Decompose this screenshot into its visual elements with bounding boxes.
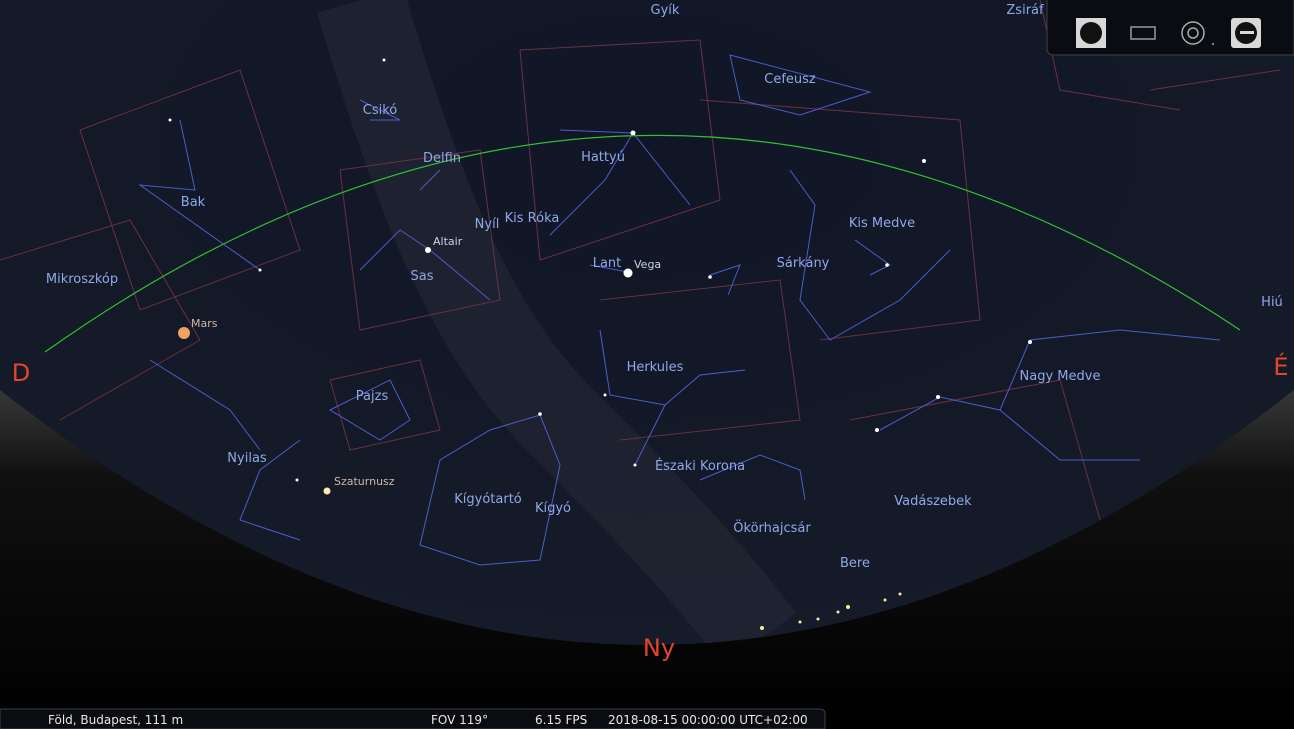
- constellation-label: Kis Medve: [849, 216, 915, 231]
- fps: 6.15 FPS: [535, 713, 587, 727]
- constellation-label: Ökörhajcsár: [733, 519, 811, 536]
- constellation-label: Zsiráf: [1006, 3, 1044, 18]
- location: Föld, Budapest, 111 m: [48, 713, 183, 727]
- toolbar: [1047, 0, 1294, 55]
- constellation-label: Nagy Medve: [1020, 369, 1101, 384]
- constellation-label: Sárkány: [777, 256, 830, 271]
- constellation-label: Hiú: [1261, 295, 1283, 310]
- constellation-label: Hattyú: [581, 150, 625, 165]
- toolbar-button[interactable]: [1076, 18, 1106, 48]
- planet-label: Mars: [191, 317, 218, 330]
- constellation-label: Kis Róka: [505, 211, 560, 226]
- status-bar: Föld, Budapest, 111 m FOV 119° 6.15 FPS …: [0, 709, 825, 729]
- constellation-label: Mikroszkóp: [46, 272, 118, 287]
- star-label: Altair: [433, 235, 463, 248]
- planet-label: Szaturnusz: [334, 475, 395, 488]
- constellation-label: Pajzs: [356, 389, 389, 404]
- constellation-label: Bak: [181, 195, 206, 210]
- toolbar-button[interactable]: [1231, 18, 1261, 48]
- constellation-label: Vadászebek: [894, 494, 972, 509]
- constellation-label: Nyilas: [227, 451, 267, 466]
- constellation-label: Herkules: [627, 360, 684, 375]
- constellation-label: Sas: [411, 269, 434, 284]
- constellation-label: Kígyótartó: [454, 492, 522, 507]
- constellation-label: Delfin: [423, 151, 461, 166]
- cardinal-direction: É: [1273, 352, 1288, 381]
- constellation-label: Nyíl: [475, 217, 500, 232]
- fov: FOV 119°: [431, 713, 488, 727]
- constellation-label: Kígyó: [535, 501, 571, 516]
- constellation-label: Lant: [593, 256, 622, 271]
- constellation-label: Gyík: [651, 3, 680, 18]
- constellation-label: Bere: [840, 556, 870, 571]
- cardinal-direction: D: [12, 359, 30, 387]
- datetime: 2018-08-15 00:00:00 UTC+02:00: [608, 713, 808, 727]
- constellation-label: Északi Korona: [655, 458, 745, 474]
- cardinal-direction: Ny: [643, 634, 675, 662]
- constellation-label: Csikó: [363, 103, 398, 118]
- star-label: Vega: [634, 258, 661, 271]
- stellarium-view: Gyík Zsiráf Cefeusz Csikó Delfin Hattyú …: [0, 0, 1294, 729]
- constellation-label: Cefeusz: [764, 72, 816, 87]
